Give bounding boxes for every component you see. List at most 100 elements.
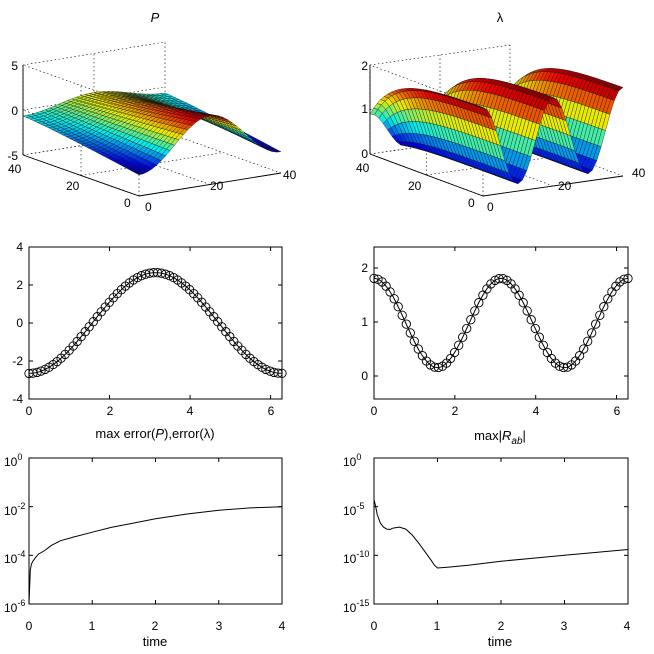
- error-ytick-e-4: 10-4: [4, 549, 25, 566]
- surface-lambda-ytick-0: 0: [468, 196, 475, 210]
- surface-p-ytick-0: 0: [124, 196, 131, 210]
- rab-title-sub: ab: [511, 436, 523, 447]
- profile-lambda-axes-box: [373, 246, 629, 400]
- data-point-marker: [369, 273, 379, 284]
- data-point-marker: [595, 310, 605, 320]
- axis-y: [22, 154, 140, 197]
- axis-x: [482, 175, 624, 197]
- data-point-marker: [397, 310, 407, 320]
- profile-lambda-ytick-2: 2: [361, 261, 368, 275]
- rab-xtick-1: 1: [434, 619, 441, 633]
- data-point-marker: [574, 351, 585, 361]
- data-point-marker: [526, 315, 536, 325]
- profile-p-ytick-4: 4: [16, 240, 23, 254]
- data-point-marker: [623, 273, 633, 284]
- data-point-marker: [277, 368, 287, 378]
- surface-p-ytick-20: 20: [66, 179, 80, 193]
- data-point-marker: [534, 332, 544, 342]
- surface-lambda-panel: λ 2 1 0 40 20 0 0 20 40: [356, 10, 646, 214]
- rab-title-r: R: [502, 428, 511, 443]
- surface-lambda-xtick-40: 40: [632, 166, 646, 180]
- data-point-marker: [619, 274, 629, 284]
- data-point-marker: [273, 368, 283, 378]
- surface-lambda-cell: [479, 106, 488, 111]
- data-point-marker: [470, 306, 480, 316]
- rab-title-pre: max|: [474, 428, 502, 443]
- axis-y: [369, 153, 484, 197]
- surface-p-mesh: [22, 91, 282, 175]
- rab-tickmarks: [373, 457, 629, 605]
- data-point-marker: [599, 302, 609, 312]
- surface-p-panel: P 5 0 -5 40 20 0 0 20 40: [7, 10, 296, 214]
- data-point-marker: [583, 336, 593, 346]
- rab-ytick-e0: 100: [343, 452, 361, 469]
- data-point-marker: [385, 287, 395, 297]
- data-point-marker: [587, 328, 597, 338]
- rab-xtick-2: 2: [498, 619, 505, 633]
- surface-p-ztick-neg5: -5: [7, 149, 18, 163]
- data-point-marker: [393, 302, 403, 312]
- surface-lambda-title: λ: [497, 10, 504, 25]
- profile-p-xtick-0: 0: [26, 404, 33, 418]
- surface-lambda-xtick-20: 20: [558, 179, 572, 193]
- profile-lambda-ytick-1: 1: [361, 315, 368, 329]
- data-point-marker: [32, 367, 42, 378]
- error-ytick-e-6: 10-6: [4, 598, 25, 615]
- rab-xtick-3: 3: [561, 619, 568, 633]
- data-point-marker: [458, 332, 468, 342]
- data-point-marker: [518, 298, 528, 308]
- profile-p-axes-box: [28, 246, 283, 400]
- rab-axes-box: [373, 457, 629, 605]
- rab-panel: 100 10-5 10-10 10-15 0 1 2 3 4 time: [343, 452, 631, 649]
- data-point-marker: [449, 347, 460, 358]
- error-ytick-e0: 100: [4, 452, 22, 469]
- data-point-marker: [558, 362, 569, 373]
- data-point-marker: [603, 294, 613, 304]
- surface-lambda-ytick-40: 40: [356, 161, 370, 175]
- rab-ytick-e-10: 10-10: [343, 549, 369, 566]
- surface-p-title: P: [151, 10, 160, 25]
- profile-lambda-series: [369, 273, 633, 373]
- rab-xlabel: time: [488, 634, 513, 649]
- surface-lambda-ztick-0: 0: [361, 147, 368, 161]
- surface-p-xtick-0: 0: [145, 200, 152, 214]
- error-xtick-4: 4: [279, 619, 286, 633]
- profile-lambda-xtick-0: 0: [371, 404, 378, 418]
- grid-floor-xline-1: [93, 143, 211, 185]
- profile-p-tickmarks: [28, 246, 282, 400]
- surface-p-ztick-0: 0: [11, 104, 18, 118]
- rab-xtick-0: 0: [371, 619, 378, 633]
- profile-curve: [28, 272, 282, 374]
- profile-p-xtick-6: 6: [268, 404, 275, 418]
- data-point-marker: [462, 323, 472, 334]
- error-panel: 100 10-2 10-4 10-6 0 1 2 3 4 time: [4, 452, 286, 649]
- axis-x: [138, 172, 282, 197]
- surface-lambda-ztick-2: 2: [361, 59, 368, 73]
- data-point-marker: [261, 364, 271, 375]
- surface-lambda-ytick-20: 20: [408, 179, 422, 193]
- error-xlabel: time: [143, 634, 168, 649]
- data-point-marker: [474, 298, 484, 308]
- error-xtick-1: 1: [89, 619, 96, 633]
- surface-p-cell: [134, 171, 144, 175]
- data-point-marker: [579, 344, 589, 354]
- error-line: [29, 506, 282, 604]
- profile-lambda-panel: 2 1 0 0 2 4 6 max|Rab|: [361, 246, 633, 447]
- profile-p-xtick-4: 4: [187, 404, 194, 418]
- surface-lambda-xtick-0: 0: [487, 200, 494, 214]
- profile-p-ytick-neg4: -4: [12, 392, 23, 406]
- rab-xtick-4: 4: [624, 619, 631, 633]
- surface-p-ztick-5: 5: [11, 59, 18, 73]
- rab-ytick-e-15: 10-15: [343, 598, 369, 615]
- error-ytick-e-2: 10-2: [4, 501, 25, 518]
- data-point-marker: [530, 323, 540, 334]
- error-xtick-0: 0: [26, 619, 33, 633]
- rab-title-post: |: [523, 428, 526, 443]
- error-xtick-3: 3: [216, 619, 223, 633]
- profile-p-ytick-0: 0: [16, 316, 23, 330]
- data-point-marker: [591, 319, 601, 329]
- data-point-marker: [405, 328, 415, 338]
- profile-lambda-xtick-4: 4: [533, 404, 540, 418]
- data-point-marker: [498, 274, 508, 284]
